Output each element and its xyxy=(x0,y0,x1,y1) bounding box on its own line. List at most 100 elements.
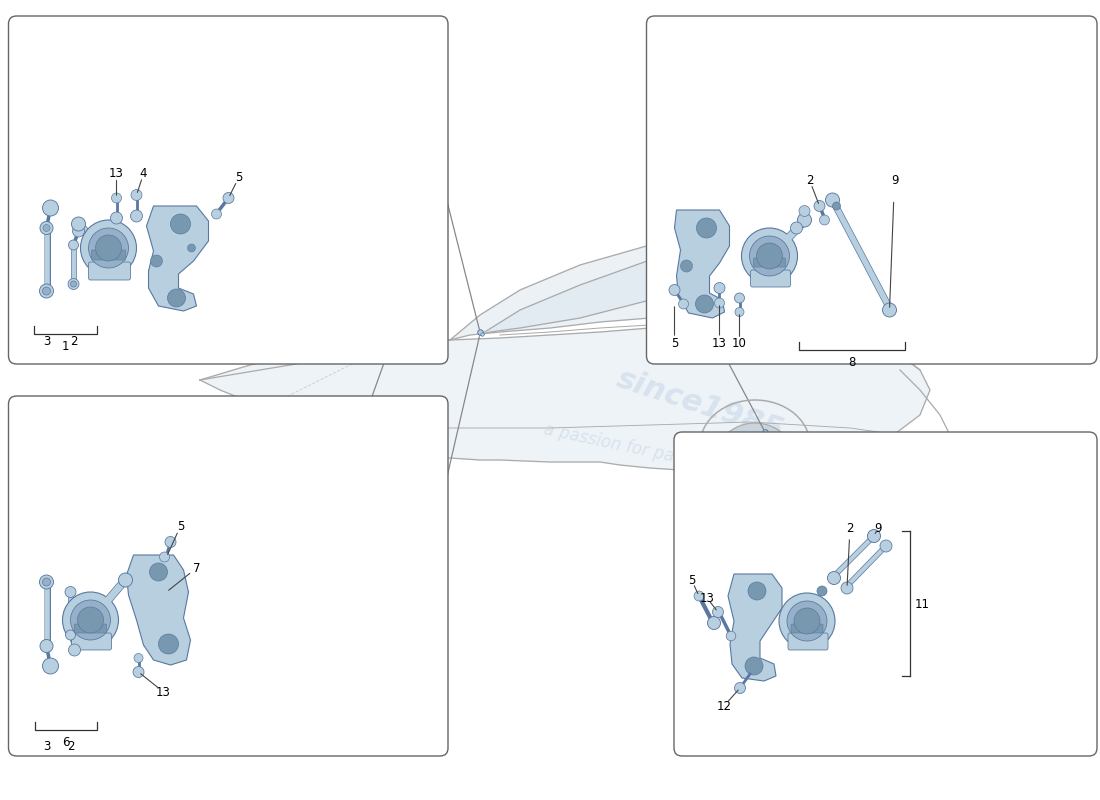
Circle shape xyxy=(791,222,803,234)
FancyBboxPatch shape xyxy=(750,270,791,287)
Text: 13: 13 xyxy=(109,167,124,181)
Circle shape xyxy=(165,537,176,547)
Circle shape xyxy=(119,573,132,587)
FancyBboxPatch shape xyxy=(674,432,1097,756)
Circle shape xyxy=(211,209,221,219)
Circle shape xyxy=(40,284,54,298)
Circle shape xyxy=(68,278,79,290)
FancyBboxPatch shape xyxy=(9,16,448,364)
Circle shape xyxy=(707,617,721,630)
Circle shape xyxy=(43,578,51,586)
Circle shape xyxy=(735,682,746,694)
Circle shape xyxy=(134,654,143,662)
Circle shape xyxy=(679,299,689,309)
Circle shape xyxy=(40,575,54,589)
Circle shape xyxy=(131,190,142,201)
Circle shape xyxy=(151,255,163,267)
Circle shape xyxy=(131,210,143,222)
Circle shape xyxy=(167,289,186,307)
Circle shape xyxy=(868,530,880,542)
Circle shape xyxy=(170,214,190,234)
Circle shape xyxy=(40,639,53,653)
Text: 2: 2 xyxy=(805,174,813,186)
Circle shape xyxy=(833,202,840,210)
Circle shape xyxy=(714,282,725,294)
Text: since1985: since1985 xyxy=(613,364,788,446)
Polygon shape xyxy=(126,555,190,665)
Circle shape xyxy=(187,244,196,252)
FancyBboxPatch shape xyxy=(788,633,828,650)
Circle shape xyxy=(302,423,387,507)
Circle shape xyxy=(43,658,58,674)
Polygon shape xyxy=(450,240,820,340)
Circle shape xyxy=(694,591,704,601)
Circle shape xyxy=(77,607,103,633)
Circle shape xyxy=(749,236,790,276)
Circle shape xyxy=(681,260,693,272)
Circle shape xyxy=(150,563,167,581)
Circle shape xyxy=(70,281,77,287)
Circle shape xyxy=(741,228,798,284)
Circle shape xyxy=(111,193,121,203)
Text: a passion for parts: a passion for parts xyxy=(542,420,697,470)
Polygon shape xyxy=(200,325,930,472)
Circle shape xyxy=(695,295,714,313)
Circle shape xyxy=(745,657,763,675)
Circle shape xyxy=(820,215,829,225)
Text: 4: 4 xyxy=(140,167,147,181)
Circle shape xyxy=(43,225,50,231)
Text: 3: 3 xyxy=(43,335,51,349)
Circle shape xyxy=(842,582,852,594)
Text: 5: 5 xyxy=(234,171,242,185)
Circle shape xyxy=(715,298,725,308)
Text: 11: 11 xyxy=(914,598,929,610)
Circle shape xyxy=(68,644,80,656)
Circle shape xyxy=(158,634,178,654)
Circle shape xyxy=(798,213,812,227)
Text: 1: 1 xyxy=(62,339,68,353)
Polygon shape xyxy=(674,210,729,318)
Text: 2: 2 xyxy=(67,739,75,753)
Circle shape xyxy=(110,212,122,224)
Text: 10: 10 xyxy=(733,338,747,350)
FancyBboxPatch shape xyxy=(791,624,823,633)
Circle shape xyxy=(43,287,51,295)
FancyBboxPatch shape xyxy=(9,396,448,756)
Text: 13: 13 xyxy=(712,338,727,350)
Circle shape xyxy=(80,220,136,276)
Circle shape xyxy=(70,600,110,640)
Circle shape xyxy=(72,217,86,231)
Text: 9: 9 xyxy=(891,174,899,186)
Circle shape xyxy=(66,630,76,640)
FancyBboxPatch shape xyxy=(647,16,1097,364)
Text: 12: 12 xyxy=(716,699,732,713)
Text: 13: 13 xyxy=(156,686,170,698)
Text: 7: 7 xyxy=(192,562,200,574)
FancyBboxPatch shape xyxy=(754,258,785,267)
Circle shape xyxy=(827,571,840,585)
Text: 2: 2 xyxy=(69,335,77,349)
Circle shape xyxy=(825,193,839,207)
Circle shape xyxy=(745,455,764,475)
Circle shape xyxy=(68,240,78,250)
Circle shape xyxy=(748,582,766,600)
Circle shape xyxy=(713,606,724,618)
Circle shape xyxy=(794,608,820,634)
Circle shape xyxy=(65,586,76,598)
Circle shape xyxy=(669,285,680,295)
FancyBboxPatch shape xyxy=(72,633,111,650)
Circle shape xyxy=(88,228,129,268)
Circle shape xyxy=(133,666,144,678)
FancyBboxPatch shape xyxy=(75,624,107,633)
Circle shape xyxy=(882,303,896,317)
Circle shape xyxy=(880,540,892,552)
Circle shape xyxy=(713,423,798,507)
Text: 2: 2 xyxy=(846,522,854,534)
Circle shape xyxy=(696,218,716,238)
Circle shape xyxy=(757,243,782,269)
Circle shape xyxy=(40,222,53,234)
Circle shape xyxy=(817,586,827,596)
Text: 5: 5 xyxy=(177,519,184,533)
Circle shape xyxy=(336,455,355,475)
Circle shape xyxy=(799,206,810,217)
